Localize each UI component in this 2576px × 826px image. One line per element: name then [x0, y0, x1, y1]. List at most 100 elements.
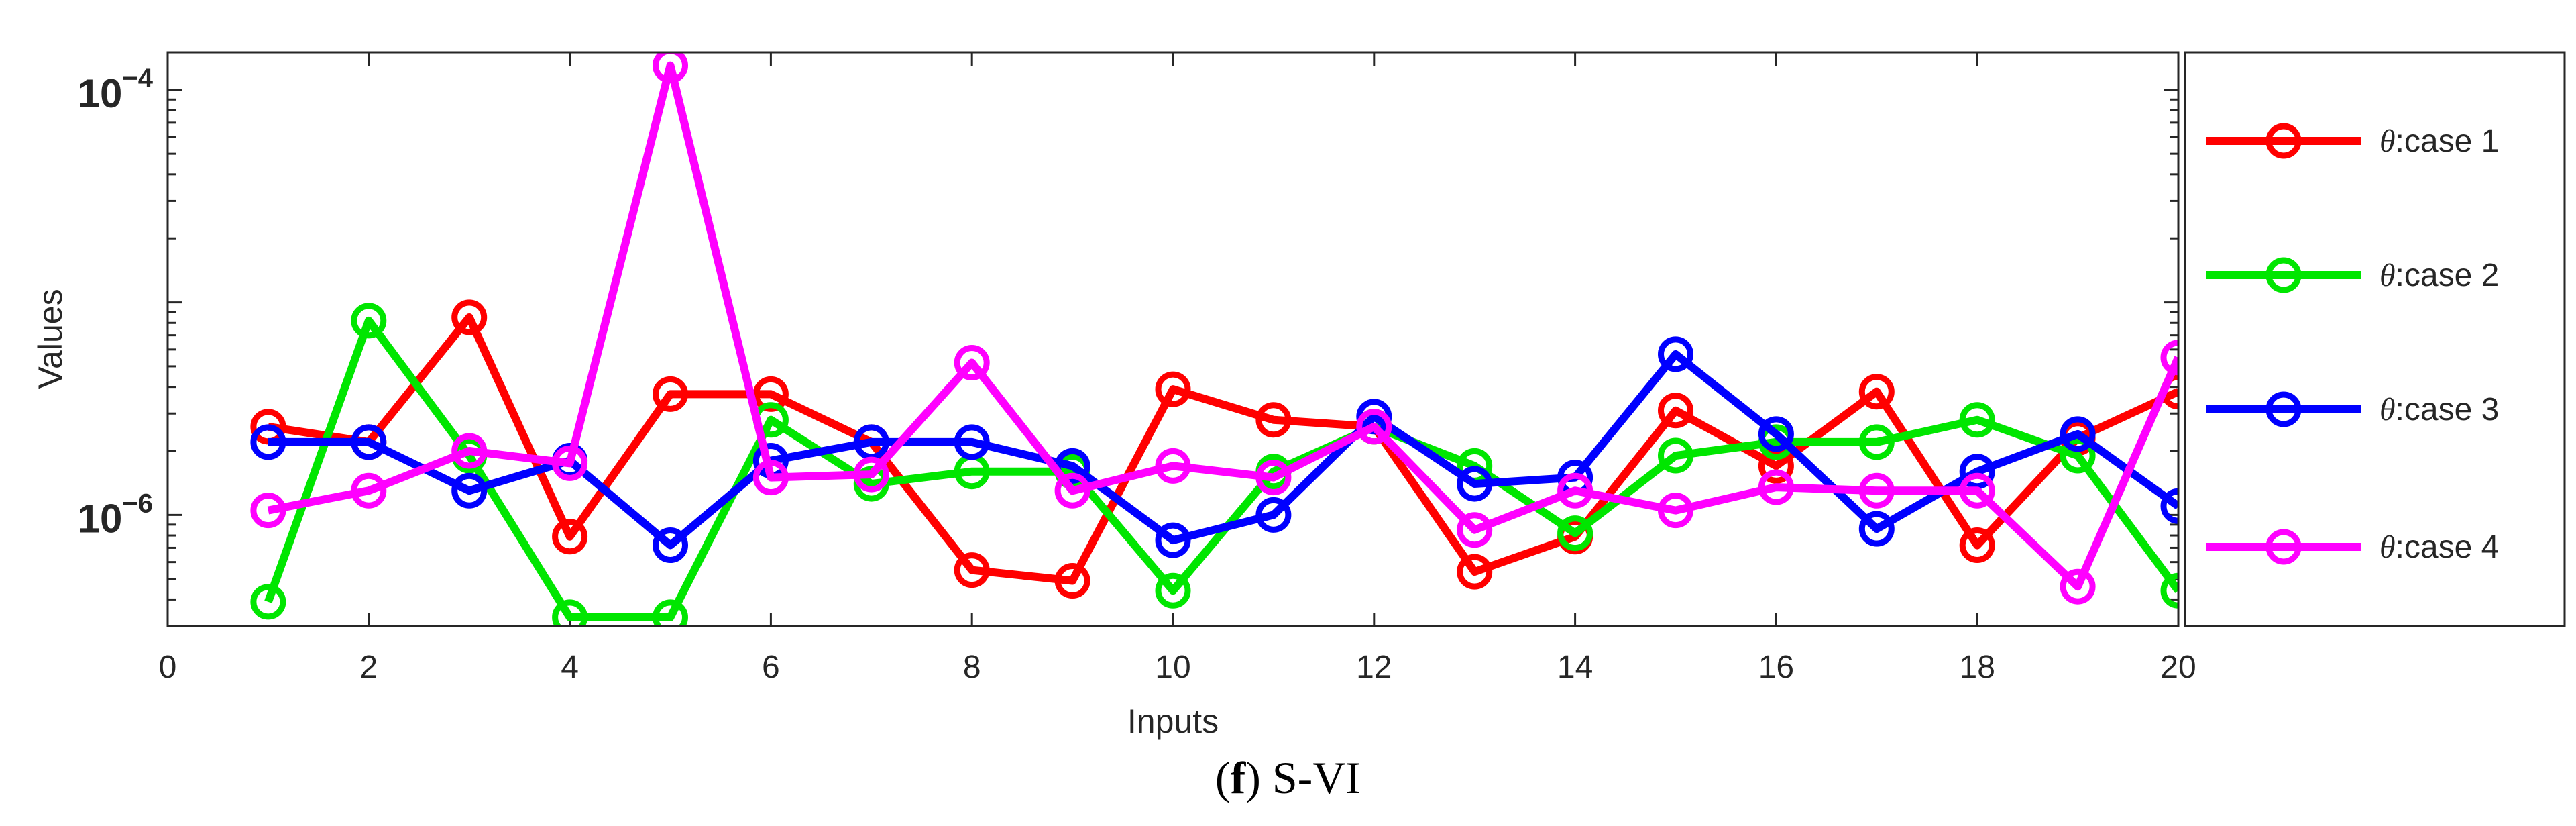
data-point	[954, 552, 990, 588]
data-point	[351, 472, 387, 509]
y-tick-label: 10−6	[78, 488, 153, 541]
data-point	[954, 424, 990, 460]
data-point	[1457, 512, 1493, 548]
legend-entry-case-3: θ:case 3	[2206, 391, 2499, 427]
data-point	[1959, 527, 1995, 564]
data-point	[653, 376, 688, 412]
x-axis: 0 2 4 6 8 10 12 14 16 18 20	[159, 52, 2196, 685]
data-point	[1959, 402, 1995, 438]
legend-marker	[2265, 123, 2302, 159]
data-point	[351, 303, 387, 339]
legend-label: θ:case 3	[2379, 392, 2499, 427]
data-point	[653, 527, 688, 564]
y-tick-exponent: −4	[122, 64, 153, 93]
series-layer	[250, 52, 2178, 626]
legend-entry-case-2: θ:case 2	[2206, 257, 2499, 293]
data-point	[1557, 472, 1593, 509]
data-point	[1858, 424, 1895, 460]
data-point	[451, 433, 488, 469]
data-point	[1457, 466, 1493, 502]
data-point	[1255, 497, 1292, 533]
data-point	[552, 519, 588, 555]
legend-entry-case-1: θ:case 1	[2206, 123, 2499, 159]
series-case-4	[250, 52, 2178, 605]
plot-area	[168, 52, 2178, 626]
data-point	[250, 493, 286, 529]
data-point	[1858, 472, 1895, 509]
data-point	[250, 424, 286, 460]
data-point	[1758, 416, 1794, 452]
data-point	[1054, 563, 1090, 599]
y-tick-label: 10−4	[78, 64, 154, 116]
x-tick-label: 12	[1356, 650, 1392, 685]
data-point	[1457, 554, 1493, 590]
legend-label: θ:case 2	[2379, 258, 2499, 293]
data-point	[1658, 336, 1693, 372]
data-point	[752, 460, 789, 496]
data-point	[1758, 469, 1794, 505]
data-point	[2060, 568, 2096, 605]
data-point	[1658, 437, 1693, 474]
data-point	[552, 599, 588, 626]
x-tick-label: 16	[1758, 650, 1794, 685]
legend-label: θ:case 4	[2379, 529, 2499, 565]
data-point	[2160, 572, 2178, 609]
data-point	[1356, 409, 1392, 445]
data-point	[2160, 488, 2178, 524]
y-tick-base: 10	[78, 71, 123, 116]
data-point	[1155, 448, 1191, 484]
x-tick-label: 18	[1960, 650, 1995, 685]
legend-marker	[2265, 529, 2302, 565]
data-point	[954, 345, 990, 381]
data-point	[2060, 416, 2096, 452]
data-point	[1155, 572, 1191, 609]
data-point	[552, 445, 588, 481]
y-tick-base: 10	[78, 496, 123, 541]
data-point	[653, 599, 688, 626]
legend: θ:case 1 θ:case 2 θ:case 3 θ:case 4	[2184, 51, 2566, 627]
data-point	[1658, 493, 1693, 529]
y-tick-exponent: −6	[122, 488, 153, 518]
x-tick-label: 6	[762, 650, 780, 685]
series-line	[268, 350, 2178, 550]
legend-box	[2184, 51, 2566, 627]
data-point	[250, 584, 286, 620]
data-point	[1255, 460, 1292, 496]
data-point	[1054, 472, 1090, 509]
x-axis-title: Inputs	[1127, 703, 1219, 740]
x-tick-label: 8	[963, 650, 981, 685]
data-point	[1658, 393, 1693, 429]
legend-marker	[2265, 391, 2302, 427]
data-point	[1155, 522, 1191, 558]
data-point	[1155, 371, 1191, 407]
x-tick-label: 4	[561, 650, 579, 685]
figure-caption: (f) S-VI	[1215, 752, 1361, 803]
data-point	[853, 456, 889, 493]
x-tick-label: 20	[2160, 650, 2196, 685]
data-point	[1858, 374, 1895, 410]
x-tick-label: 10	[1155, 650, 1190, 685]
legend-marker	[2265, 257, 2302, 293]
series-line	[267, 313, 2178, 585]
data-point	[653, 52, 688, 84]
legend-label: θ:case 1	[2379, 123, 2499, 159]
data-point	[1858, 511, 1895, 547]
data-point	[1959, 454, 1995, 490]
x-tick-label: 14	[1557, 650, 1593, 685]
data-point	[451, 472, 488, 509]
data-point	[1959, 472, 1995, 509]
data-point	[351, 424, 387, 460]
y-axis-title: Values	[32, 289, 69, 389]
y-axis: 10−610−4	[78, 64, 2178, 627]
x-tick-label: 2	[359, 650, 378, 685]
plot-frame	[166, 51, 2180, 627]
data-point	[451, 299, 488, 335]
legend-entry-case-4: θ:case 4	[2206, 529, 2499, 565]
caption-letter: f	[1230, 752, 1246, 803]
data-point	[2160, 340, 2178, 376]
data-point	[1557, 515, 1593, 552]
data-point	[1255, 402, 1292, 438]
data-point	[2060, 437, 2096, 474]
x-tick-label: 0	[159, 650, 177, 685]
